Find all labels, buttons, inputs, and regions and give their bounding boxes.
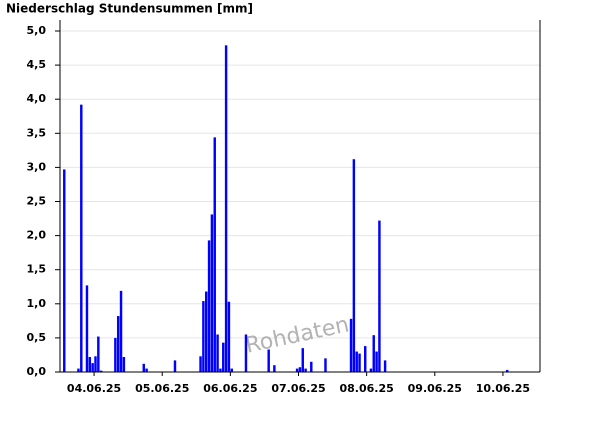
bar [80, 104, 83, 372]
bar [273, 365, 276, 372]
x-tick-label: 07.06.25 [271, 382, 325, 395]
bar [63, 169, 66, 372]
chart-title: Niederschlag Stundensummen [mm] [6, 2, 253, 16]
bar [230, 368, 233, 372]
bar [97, 336, 100, 372]
y-tick-label: 1,5 [27, 263, 47, 276]
watermark: Rohdaten [243, 312, 351, 358]
bar [91, 363, 94, 372]
bar [324, 358, 327, 372]
x-tick-label: 08.06.25 [340, 382, 394, 395]
x-tick-label: 10.06.25 [476, 382, 530, 395]
bar [173, 360, 177, 372]
bar [224, 45, 228, 373]
x-tick-label: 05.06.25 [135, 382, 189, 395]
bar [349, 318, 353, 372]
x-tick-label: 04.06.25 [67, 382, 121, 395]
y-tick-label: 0,5 [27, 331, 47, 344]
bar [114, 337, 117, 372]
bar [355, 351, 358, 372]
bar [244, 334, 248, 372]
bar [88, 356, 92, 372]
bar [227, 301, 231, 372]
bar [119, 290, 123, 372]
bar [372, 335, 375, 372]
bar [301, 348, 304, 372]
bar [216, 334, 219, 372]
y-tick-label: 4,0 [27, 92, 47, 105]
bar [304, 368, 307, 372]
y-tick-label: 3,0 [27, 160, 47, 173]
bar [378, 220, 381, 372]
x-tick-label: 09.06.25 [408, 382, 462, 395]
bar [219, 368, 222, 372]
bar [295, 368, 299, 372]
y-tick-label: 1,0 [27, 297, 47, 310]
bar [145, 368, 148, 372]
bar [210, 214, 214, 372]
bar [369, 368, 373, 372]
bar [142, 363, 145, 372]
bar [267, 349, 270, 372]
bar [122, 356, 126, 372]
y-tick-label: 0,0 [27, 365, 47, 378]
y-tick-label: 5,0 [27, 24, 47, 37]
bar [77, 368, 80, 372]
bar [116, 316, 120, 372]
bar [375, 351, 378, 372]
bar [352, 159, 356, 372]
x-tick-label: 06.06.25 [203, 382, 257, 395]
bar [505, 369, 509, 372]
bar [222, 342, 225, 372]
bar [383, 360, 387, 372]
bar [99, 370, 103, 372]
y-tick-label: 3,5 [27, 126, 47, 139]
bar [202, 301, 205, 372]
bar [205, 291, 208, 372]
bar [298, 367, 302, 372]
y-tick-label: 4,5 [27, 58, 47, 71]
bar [94, 356, 97, 372]
y-tick-label: 2,0 [27, 229, 47, 242]
y-tick-label: 2,5 [27, 195, 47, 208]
bar [310, 361, 313, 372]
bar [85, 285, 89, 372]
bar [358, 353, 361, 372]
bar [213, 137, 216, 372]
bar [207, 240, 211, 372]
bar [199, 356, 202, 372]
bar [364, 346, 367, 372]
